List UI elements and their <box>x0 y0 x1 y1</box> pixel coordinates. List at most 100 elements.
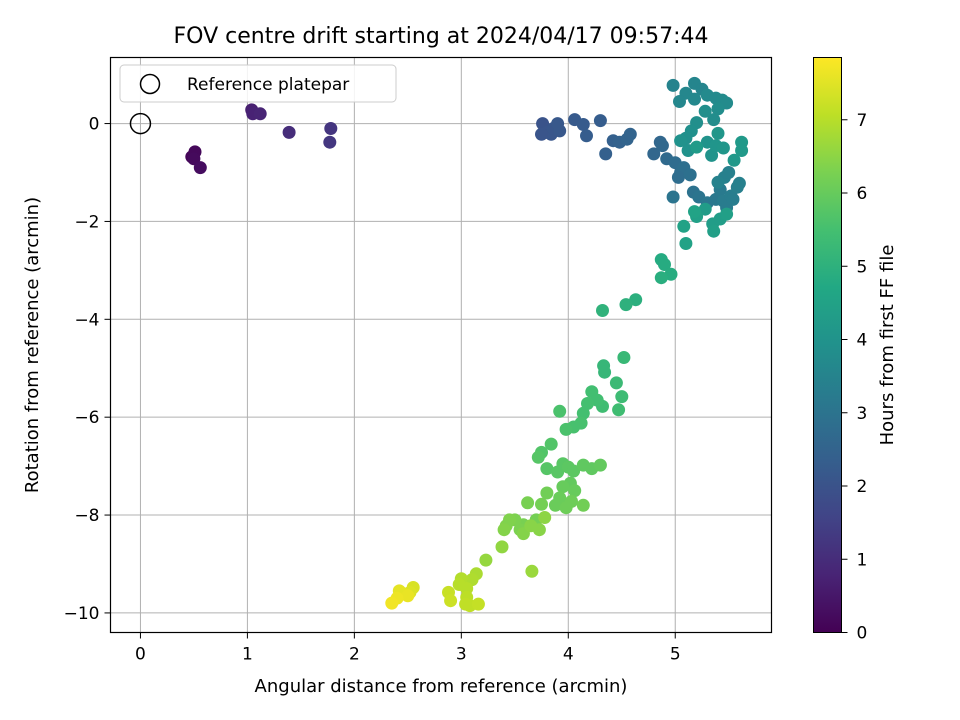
data-point <box>521 496 535 510</box>
x-axis-ticks: 0 1 2 3 4 5 <box>135 632 681 665</box>
data-point <box>722 166 736 179</box>
data-point <box>497 523 511 537</box>
data-point <box>495 540 509 554</box>
data-point <box>707 113 721 127</box>
colorbar-ticks: 0 1 2 3 4 5 6 7 <box>841 111 868 644</box>
data-point <box>629 293 643 307</box>
data-point <box>735 144 749 157</box>
data-point <box>525 564 539 578</box>
data-point <box>720 207 734 221</box>
x-tick-label: 3 <box>456 645 467 665</box>
x-tick-label: 5 <box>670 645 681 665</box>
data-point <box>503 513 516 527</box>
data-point <box>553 404 567 418</box>
data-point <box>690 140 704 154</box>
y-axis-label: Rotation from reference (arcmin) <box>22 197 43 493</box>
data-point <box>698 202 712 216</box>
data-point <box>385 596 399 610</box>
data-point <box>654 271 668 285</box>
data-point <box>705 148 719 162</box>
data-point <box>193 161 207 175</box>
y-tick-label: −10 <box>64 604 100 624</box>
data-point <box>679 237 693 250</box>
data-point <box>711 175 725 189</box>
reference-platepar-marker <box>129 112 152 135</box>
data-point <box>698 104 712 118</box>
reference-open-circle <box>129 112 152 135</box>
data-point <box>535 497 548 511</box>
data-point <box>565 494 578 508</box>
data-point <box>531 450 545 464</box>
data-point <box>580 129 593 143</box>
data-point <box>576 118 590 131</box>
data-point <box>655 139 669 153</box>
y-tick-label: −8 <box>74 506 99 526</box>
chart-title: FOV centre drift starting at 2024/04/17 … <box>174 24 709 49</box>
data-point <box>688 92 701 106</box>
colorbar-tick-label: 5 <box>857 257 868 277</box>
data-point <box>666 190 680 204</box>
data-point <box>540 486 554 500</box>
legend-box <box>119 64 397 103</box>
data-point <box>716 141 730 155</box>
data-point <box>253 107 267 121</box>
data-point <box>599 147 613 161</box>
data-point <box>593 114 607 128</box>
x-axis-label: Angular distance from reference (arcmin) <box>255 676 628 697</box>
data-point <box>688 205 701 219</box>
plot-frame <box>109 56 773 634</box>
data-point <box>673 95 686 108</box>
data-point <box>538 511 552 524</box>
data-point <box>401 589 415 603</box>
data-point <box>553 124 567 138</box>
data-point <box>452 578 466 591</box>
colorbar-tick-label: 2 <box>857 477 868 497</box>
data-point <box>444 594 458 608</box>
data-point <box>323 135 337 149</box>
data-point <box>707 224 721 238</box>
data-point <box>282 125 296 139</box>
data-point <box>677 219 691 233</box>
y-tick-label: 0 <box>89 115 100 135</box>
data-point <box>727 153 741 167</box>
data-point <box>666 78 680 92</box>
data-point <box>576 406 590 420</box>
colorbar-tick-label: 6 <box>857 184 868 204</box>
data-point <box>471 597 485 611</box>
data-point <box>732 176 746 190</box>
data-point <box>619 298 633 312</box>
scatter-points <box>185 76 749 613</box>
y-tick-label: −4 <box>74 310 99 330</box>
data-point <box>576 498 590 512</box>
data-point <box>324 122 338 135</box>
data-point <box>617 351 631 364</box>
x-tick-label: 4 <box>563 645 574 665</box>
data-point <box>609 376 623 390</box>
data-point <box>548 498 562 512</box>
data-point <box>647 147 661 161</box>
data-point <box>596 304 609 317</box>
colorbar-tick-label: 4 <box>857 331 868 351</box>
data-point <box>598 365 612 379</box>
colorbar-tick-label: 3 <box>857 404 868 424</box>
data-point <box>674 134 688 148</box>
x-tick-label: 0 <box>135 645 146 665</box>
data-point <box>567 464 581 478</box>
data-point <box>612 403 626 417</box>
data-point <box>568 484 582 498</box>
colorbar <box>813 57 842 633</box>
data-point <box>671 170 685 184</box>
data-point <box>615 390 629 404</box>
y-tick-label: −6 <box>74 408 99 428</box>
data-point <box>658 258 671 271</box>
x-tick-label: 2 <box>349 645 360 665</box>
data-point <box>459 597 473 611</box>
colorbar-label: Hours from first FF file <box>877 245 898 446</box>
grid-lines <box>110 57 772 633</box>
data-point <box>711 126 725 140</box>
data-point <box>683 168 697 182</box>
data-point <box>544 437 558 451</box>
data-point <box>593 458 607 472</box>
data-point <box>623 127 637 141</box>
